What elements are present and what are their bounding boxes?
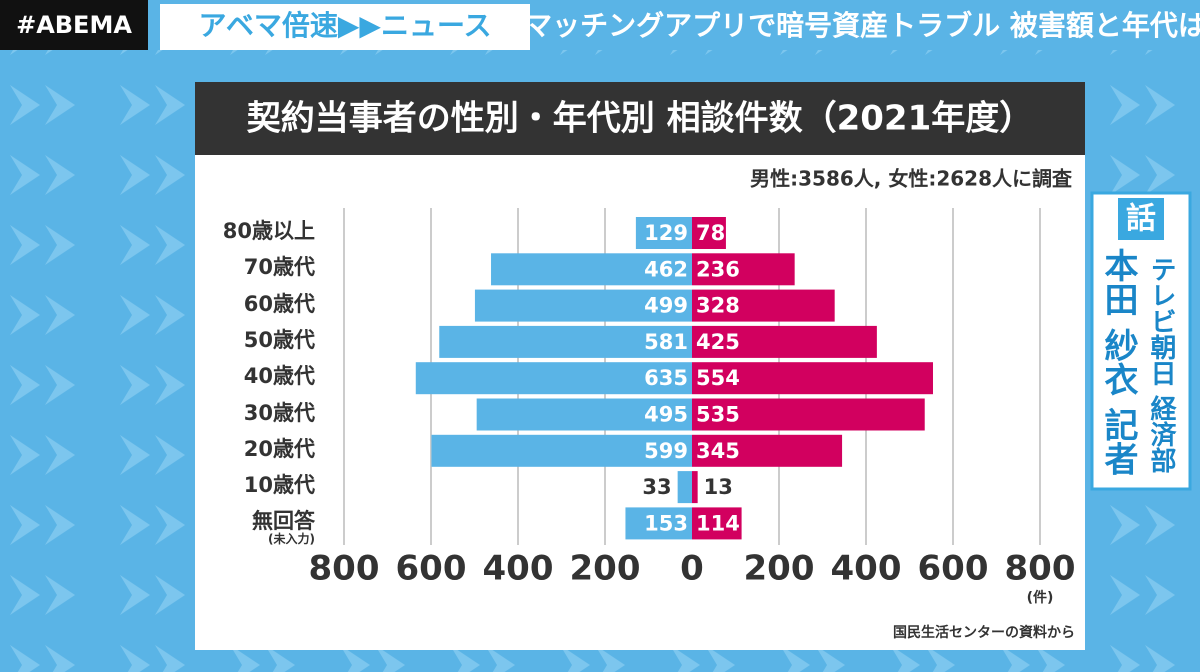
bar [415, 362, 692, 395]
speaker-label: 話 [1126, 202, 1156, 237]
y-tick-label: 40歳代 [243, 364, 315, 389]
program: アベマ倍速▶▶ニュース [198, 9, 491, 42]
data-label: 499 [644, 294, 688, 318]
data-label: 345 [696, 439, 740, 463]
y-tick-label: 80歳以上 [222, 219, 315, 243]
data-label: 114 [696, 511, 740, 535]
title-bar [195, 82, 1085, 155]
source: 国民生活センターの資料から [893, 624, 1075, 641]
x-tick-label: 200 [570, 549, 641, 589]
y-tick-label: 無回答 (未入力) [252, 509, 315, 547]
headline: マッチングアプリで暗号資産トラブル 被害額と年代は [524, 9, 1200, 42]
speaker-label-box [1118, 198, 1164, 240]
speaker-name: 本田 紗衣 記者 [1098, 248, 1138, 476]
bar [692, 362, 933, 395]
y-tick-label: 70歳代 [243, 255, 315, 280]
x-tick-label: 800 [1005, 549, 1076, 589]
bar [625, 507, 692, 540]
bar [692, 471, 698, 504]
chart-title: 契約当事者の性別・年代別 相談件数（2021年度） [247, 99, 1033, 139]
bar [491, 253, 692, 286]
bar [692, 398, 925, 431]
y-tick-label: 10歳代 [243, 473, 315, 498]
x-axis-label: (件) [1027, 589, 1054, 606]
data-label: 581 [644, 330, 688, 354]
data-label: 129 [644, 221, 688, 245]
bar [692, 434, 843, 467]
data-label: 33 [642, 475, 671, 499]
x-tick-label: 400 [483, 549, 554, 589]
program-box [160, 4, 530, 50]
speaker-box [1090, 191, 1192, 491]
bar [692, 289, 835, 322]
bar [692, 325, 877, 358]
bar [439, 325, 692, 358]
speaker-affiliation: テレビ朝日 経済部 [1146, 256, 1176, 474]
data-label: 13 [704, 475, 733, 499]
data-label: 78 [696, 221, 725, 245]
x-tick-label: 400 [831, 549, 902, 589]
bar [692, 253, 795, 286]
data-label: 495 [644, 403, 688, 427]
bar [474, 289, 692, 322]
x-tick-label: 800 [309, 549, 380, 589]
data-label: 635 [644, 366, 688, 390]
x-tick-label: 600 [918, 549, 989, 589]
data-label: 236 [696, 257, 740, 281]
y-tick-label: 20歳代 [243, 436, 315, 461]
bar [692, 507, 742, 540]
bar [431, 434, 692, 467]
data-label: 425 [696, 330, 740, 354]
y-tick-label: 50歳代 [243, 327, 315, 352]
logo: #ABEMA [16, 11, 132, 39]
x-tick-label: 0 [680, 549, 704, 589]
x-tick-label: 200 [744, 549, 815, 589]
data-label: 535 [696, 403, 740, 427]
bar [476, 398, 692, 431]
data-label: 599 [644, 439, 688, 463]
y-tick-label: 30歳代 [243, 400, 315, 425]
data-label: 554 [696, 366, 740, 390]
data-label: 462 [644, 257, 688, 281]
bar [677, 471, 692, 504]
x-tick-label: 600 [396, 549, 467, 589]
bar [692, 217, 726, 249]
y-tick-label: 60歳代 [243, 291, 315, 316]
bar [635, 217, 692, 249]
data-label: 328 [696, 294, 740, 318]
subtitle: 男性:3586人, 女性:2628人に調査 [750, 167, 1072, 191]
logo-box [0, 0, 148, 50]
data-label: 153 [644, 511, 688, 535]
